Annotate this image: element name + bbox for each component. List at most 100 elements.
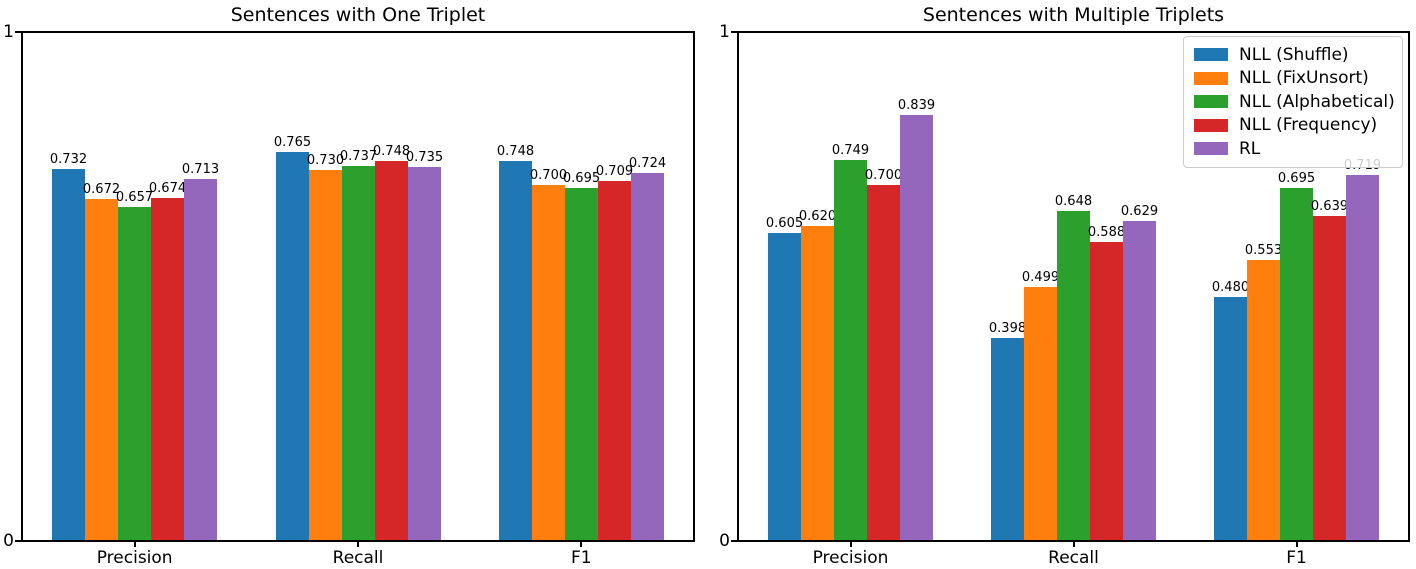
y-tick-label-1: 1 bbox=[719, 22, 730, 42]
x-tick-mark bbox=[1072, 542, 1075, 547]
legend-swatch-nll-frequency bbox=[1194, 118, 1228, 132]
bar-value-label: 0.588 bbox=[1087, 225, 1126, 240]
chart-title-multiple-triplets: Sentences with Multiple Triplets bbox=[922, 4, 1225, 26]
bar-nll-frequency-f1 bbox=[1313, 216, 1346, 540]
bar-value-label: 0.713 bbox=[181, 162, 220, 177]
plot-area-multiple-triplets: 0.605 0.620 0.749 0.700 0.839 0.398 0.499 0.648… bbox=[737, 31, 1410, 542]
bar-value-label: 0.674 bbox=[148, 181, 187, 196]
bar-nll-shuffle-precision bbox=[52, 169, 85, 540]
bar-value-label: 0.765 bbox=[273, 135, 312, 150]
bar-nll-shuffle-precision bbox=[768, 233, 801, 540]
y-tick-label-0: 0 bbox=[3, 531, 14, 551]
bar-nll-fixunsort-f1 bbox=[532, 185, 565, 540]
bar-nll-fixunsort-f1 bbox=[1247, 260, 1280, 540]
bar-nll-alphabetical-f1 bbox=[1280, 188, 1313, 540]
x-tick-mark bbox=[1295, 542, 1298, 547]
legend-swatch-nll-alphabetical bbox=[1194, 95, 1228, 109]
bar-value-label: 0.732 bbox=[49, 152, 88, 167]
legend-swatch-nll-fixunsort bbox=[1194, 71, 1228, 85]
legend-item-nll-shuffle: NLL (Shuffle) bbox=[1194, 43, 1392, 67]
bar-nll-fixunsort-recall bbox=[309, 170, 342, 540]
bar-nll-alphabetical-precision bbox=[118, 207, 151, 540]
bar-value-label: 0.724 bbox=[628, 156, 667, 171]
x-tick-label-recall: Recall bbox=[332, 548, 384, 568]
y-tick-mark bbox=[731, 540, 737, 542]
bar-nll-alphabetical-recall bbox=[342, 166, 375, 540]
plot-area-one-triplet: 0.732 0.672 0.657 0.674 0.713 0.765 0.730 0.737… bbox=[21, 31, 695, 542]
bar-nll-frequency-f1 bbox=[598, 181, 631, 540]
bar-nll-fixunsort-precision bbox=[85, 199, 118, 540]
legend-label: NLL (Shuffle) bbox=[1239, 44, 1349, 65]
bar-nll-shuffle-recall bbox=[991, 338, 1024, 540]
bar-rl-f1 bbox=[1346, 175, 1379, 540]
legend-label: NLL (FixUnsort) bbox=[1239, 68, 1369, 89]
legend-swatch-nll-shuffle bbox=[1194, 48, 1228, 62]
x-tick-label-recall: Recall bbox=[1048, 548, 1099, 568]
bar-rl-recall bbox=[408, 167, 441, 540]
bar-value-label: 0.672 bbox=[82, 182, 121, 197]
bar-value-label: 0.730 bbox=[306, 153, 345, 168]
legend-label: RL bbox=[1239, 138, 1261, 159]
bar-value-label: 0.735 bbox=[405, 150, 444, 165]
bar-value-label: 0.629 bbox=[1120, 204, 1159, 219]
bar-value-label: 0.748 bbox=[496, 144, 535, 159]
y-tick-mark bbox=[731, 31, 737, 33]
bar-value-label: 0.398 bbox=[988, 321, 1027, 336]
y-tick-mark bbox=[15, 540, 21, 542]
y-tick-mark bbox=[15, 31, 21, 33]
bar-nll-frequency-recall bbox=[375, 161, 408, 540]
bar-value-label: 0.657 bbox=[115, 190, 154, 205]
bar-nll-fixunsort-precision bbox=[801, 226, 834, 540]
bar-value-label: 0.480 bbox=[1211, 280, 1250, 295]
bar-rl-precision bbox=[184, 179, 217, 540]
legend: NLL (Shuffle) NLL (FixUnsort) NLL (Alphabe… bbox=[1183, 36, 1403, 168]
bar-rl-recall bbox=[1123, 221, 1156, 540]
x-tick-label-precision: Precision bbox=[96, 548, 173, 568]
bar-nll-frequency-recall bbox=[1090, 242, 1123, 540]
bar-nll-alphabetical-precision bbox=[834, 160, 867, 540]
bar-nll-frequency-precision bbox=[867, 185, 900, 540]
legend-item-nll-alphabetical: NLL (Alphabetical) bbox=[1194, 90, 1395, 114]
bar-rl-f1 bbox=[631, 173, 664, 540]
bar-value-label: 0.748 bbox=[372, 144, 411, 159]
legend-item-nll-fixunsort: NLL (FixUnsort) bbox=[1194, 67, 1392, 91]
x-tick-label-precision: Precision bbox=[812, 548, 889, 568]
bar-nll-alphabetical-f1 bbox=[565, 188, 598, 540]
bar-value-label: 0.639 bbox=[1310, 199, 1349, 214]
y-tick-label-0: 0 bbox=[719, 531, 730, 551]
bar-value-label: 0.700 bbox=[864, 168, 903, 183]
bar-nll-shuffle-f1 bbox=[499, 161, 532, 540]
bar-value-label: 0.499 bbox=[1021, 270, 1060, 285]
bar-value-label: 0.700 bbox=[529, 168, 568, 183]
bar-nll-shuffle-recall bbox=[276, 152, 309, 540]
bar-value-label: 0.737 bbox=[339, 149, 378, 164]
legend-label: NLL (Frequency) bbox=[1239, 115, 1378, 136]
bar-value-label: 0.839 bbox=[897, 98, 936, 113]
x-tick-label-f1: F1 bbox=[571, 548, 592, 568]
bar-value-label: 0.695 bbox=[1277, 171, 1316, 186]
legend-item-nll-frequency: NLL (Frequency) bbox=[1194, 114, 1392, 138]
bar-value-label: 0.709 bbox=[595, 164, 634, 179]
bar-value-label: 0.695 bbox=[562, 171, 601, 186]
x-tick-mark bbox=[133, 542, 136, 547]
bar-nll-alphabetical-recall bbox=[1057, 211, 1090, 540]
x-tick-label-f1: F1 bbox=[1286, 548, 1307, 568]
x-tick-mark bbox=[580, 542, 583, 547]
bar-value-label: 0.648 bbox=[1054, 194, 1093, 209]
x-tick-mark bbox=[357, 542, 359, 547]
bar-value-label: 0.749 bbox=[831, 143, 870, 158]
bar-nll-fixunsort-recall bbox=[1024, 287, 1057, 540]
bar-value-label: 0.553 bbox=[1244, 243, 1283, 258]
legend-label: NLL (Alphabetical) bbox=[1239, 91, 1395, 112]
legend-swatch-rl bbox=[1194, 142, 1228, 156]
bar-value-label: 0.605 bbox=[765, 216, 804, 231]
x-tick-mark bbox=[849, 542, 852, 547]
legend-item-rl: RL bbox=[1194, 137, 1392, 161]
bar-value-label: 0.620 bbox=[798, 209, 837, 224]
bar-nll-frequency-precision bbox=[151, 198, 184, 540]
chart-title-one-triplet: Sentences with One Triplet bbox=[230, 4, 486, 26]
bar-rl-precision bbox=[900, 115, 933, 540]
y-tick-label-1: 1 bbox=[3, 22, 14, 42]
bar-nll-shuffle-f1 bbox=[1214, 297, 1247, 540]
